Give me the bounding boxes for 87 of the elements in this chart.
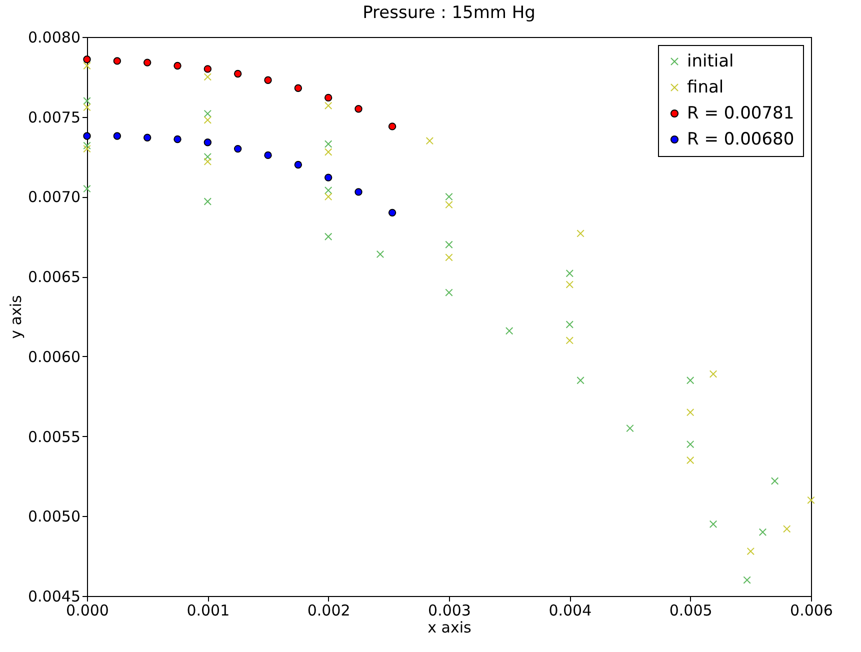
point: [324, 232, 332, 240]
point: [505, 327, 514, 335]
point: [807, 496, 815, 504]
point: [324, 174, 332, 182]
point: [204, 198, 212, 206]
point: [264, 151, 272, 160]
point: [83, 142, 91, 150]
point: [324, 102, 332, 110]
point: [83, 144, 91, 153]
point: [686, 440, 694, 448]
point: [566, 320, 574, 328]
point: [294, 84, 302, 92]
point: [376, 250, 384, 258]
point: [445, 288, 453, 296]
chart-title: Pressure : 15mm Hg: [362, 3, 536, 23]
point: [626, 424, 634, 432]
point: [324, 140, 332, 148]
point: [204, 116, 212, 124]
point: [746, 547, 755, 556]
legend-label: R = 0.00680: [687, 130, 794, 150]
point: [324, 192, 332, 201]
point: [113, 132, 122, 140]
x-tick-label: 0.003: [428, 602, 471, 620]
y-tick-label: 0.0065: [28, 268, 80, 286]
point: [388, 208, 396, 217]
point: [566, 270, 574, 278]
point: [143, 58, 152, 66]
point: [83, 184, 91, 193]
point: [770, 477, 779, 485]
point: [324, 94, 332, 102]
point: [204, 138, 212, 146]
point: [576, 376, 584, 384]
point: [445, 200, 453, 209]
y-tick-label: 0.0075: [28, 108, 80, 126]
point: [354, 105, 362, 113]
point: [234, 144, 242, 153]
point: [709, 520, 718, 528]
point: [83, 97, 91, 105]
point: [743, 576, 751, 584]
point: [204, 65, 212, 73]
point: [388, 122, 396, 130]
point: [83, 62, 91, 70]
point: [576, 230, 584, 238]
point: [758, 528, 767, 536]
point: [445, 240, 453, 248]
point: [174, 135, 182, 144]
x-tick-label: 0.005: [669, 602, 712, 620]
point: [204, 110, 212, 118]
point: [264, 76, 272, 84]
point: [204, 152, 212, 161]
point: [234, 70, 242, 78]
x-tick-label: 0.004: [548, 602, 592, 620]
point: [445, 192, 453, 201]
y-axis-title: y axis: [7, 294, 26, 339]
point: [324, 148, 332, 156]
legend-label: initial: [687, 52, 734, 72]
point: [566, 336, 574, 344]
legend-label: R = 0.00781: [687, 104, 794, 124]
point: [354, 188, 362, 196]
y-tick-label: 0.0060: [28, 348, 80, 366]
point: [783, 525, 791, 533]
y-tick-label: 0.0080: [28, 28, 80, 46]
legend-label: final: [687, 78, 724, 98]
point: [83, 56, 91, 64]
x-tick-label: 0.002: [307, 602, 350, 620]
y-tick-label: 0.0055: [28, 428, 80, 446]
x-tick-label: 0.001: [186, 602, 230, 620]
point: [204, 158, 212, 166]
point: [709, 370, 718, 378]
point: [204, 73, 212, 81]
x-axis-title: x axis: [428, 618, 472, 636]
point: [294, 160, 302, 169]
y-tick-label: 0.0050: [28, 508, 80, 526]
point: [113, 57, 122, 65]
point: [324, 186, 332, 194]
point: [426, 136, 434, 145]
point: [174, 62, 182, 70]
point: [686, 456, 694, 464]
point: [83, 103, 91, 112]
point: [143, 134, 152, 142]
point: [83, 132, 91, 140]
point: [445, 254, 453, 262]
point: [686, 408, 694, 416]
y-tick-label: 0.0070: [28, 188, 80, 206]
point: [566, 280, 574, 288]
x-tick-label: 0.006: [790, 602, 833, 620]
point: [686, 376, 694, 384]
